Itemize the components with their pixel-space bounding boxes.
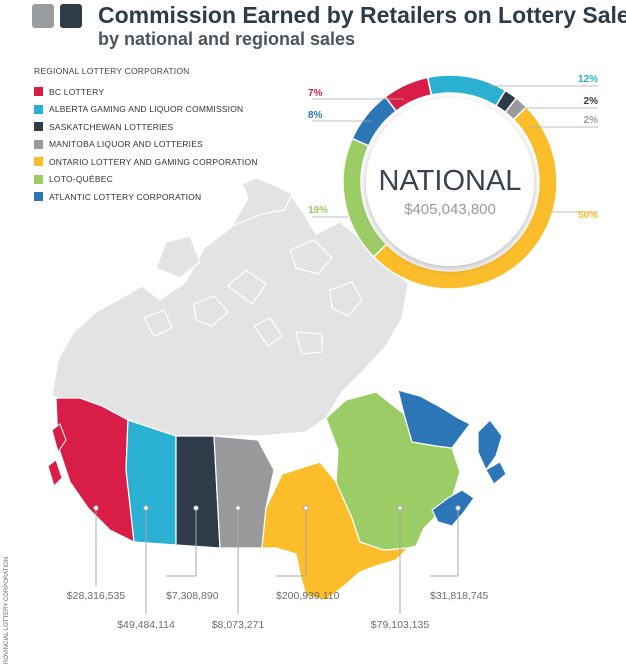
leader-dot-bc-lottery [93, 505, 99, 511]
value-labels: $28,316,535 $49,484,114 $7,308,890 $8,073,2… [67, 590, 489, 631]
province-saskatchewan-lotteries [175, 435, 221, 549]
legend-item-alberta-gaming-and-liquor-commission: ALBERTA GAMING AND LIQUOR COMMISSION [34, 101, 258, 119]
value-label-saskatchewan-lotteries: $7,308,890 [166, 590, 219, 602]
national-donut: NATIONAL $405,043,800 7% 12% 2% 2% 50% 19% 8% [308, 74, 599, 290]
legend: REGIONAL LOTTERY CORPORATION BC LOTTERY A… [34, 66, 258, 206]
pct-label-atlantic-lottery-corporation: 8% [308, 110, 323, 121]
coastal-island [51, 423, 67, 454]
arctic-island [227, 269, 267, 305]
legend-label: SASKATCHEWAN LOTTERIES [49, 121, 174, 132]
arctic-island [143, 309, 173, 337]
legend-item-atlantic-lottery-corporation: ATLANTIC LOTTERY CORPORATION [34, 188, 258, 206]
leader-dot-loto-quebec [397, 505, 403, 511]
legend-label: BC LOTTERY [49, 86, 105, 97]
value-label-manitoba-liquor-and-lotteries: $8,073,271 [212, 619, 265, 631]
legend-label: ATLANTIC LOTTERY CORPORATION [49, 191, 202, 202]
canada-map [47, 177, 507, 601]
legend-label: MANITOBA LIQUOR AND LOTTERIES [49, 139, 203, 150]
coastal-island [47, 459, 63, 487]
arctic-island [329, 281, 363, 317]
legend-label: ONTARIO LOTTERY AND GAMING CORPORATION [49, 156, 258, 167]
pct-label-bc-lottery: 7% [308, 88, 323, 99]
legend-label: ALBERTA GAMING AND LIQUOR COMMISSION [49, 104, 244, 115]
donut-slice-atlantic-lottery-corporation [351, 95, 398, 147]
arctic-island [289, 239, 333, 275]
leader-dot-ontario-lottery-and-gaming-corporation [303, 505, 309, 511]
legend-items: BC LOTTERY ALBERTA GAMING AND LIQUOR COMM… [34, 83, 258, 206]
arctic-island [253, 317, 283, 347]
title-square-dark [60, 4, 82, 28]
title-squares [32, 4, 82, 28]
arctic-island [230, 177, 293, 228]
pct-label-manitoba-liquor-and-lotteries: 2% [584, 115, 599, 126]
value-leaders [93, 505, 461, 614]
pct-label-alberta-gaming-and-liquor-commission: 12% [578, 74, 598, 85]
legend-label: LOTO-QUÉBEC [49, 174, 113, 185]
donut-center-value: $405,043,800 [404, 201, 496, 218]
value-label-loto-quebec: $79,103,135 [371, 619, 430, 631]
legend-swatch [34, 87, 43, 97]
legend-swatch [34, 139, 43, 149]
arctic-island [295, 331, 323, 355]
leader-dot-manitoba-liquor-and-lotteries [235, 505, 241, 511]
legend-swatch [34, 174, 43, 184]
legend-item-ontario-lottery-and-gaming-corporation: ONTARIO LOTTERY AND GAMING CORPORATION [34, 153, 258, 171]
legend-swatch [34, 192, 43, 202]
legend-swatch [34, 122, 43, 132]
value-label-ontario-lottery-and-gaming-corporation: $200,939,110 [276, 590, 340, 602]
pct-label-saskatchewan-lotteries: 2% [584, 96, 599, 107]
leader-dot-saskatchewan-lotteries [193, 505, 199, 511]
chart-subtitle: by national and regional sales [98, 29, 356, 49]
title-square-light [32, 4, 54, 28]
side-credit: ROVINCIAL LOTTERY CORPORATION [4, 556, 10, 664]
leader-dot-atlantic-lottery-corporation [455, 505, 461, 511]
legend-item-loto-quebec: LOTO-QUÉBEC [34, 171, 258, 189]
province-alberta-gaming-and-liquor-commission [125, 419, 177, 546]
donut-center-label: NATIONAL [379, 165, 522, 197]
value-label-bc-lottery: $28,316,535 [67, 590, 126, 602]
leader-dot-alberta-gaming-and-liquor-commission [143, 505, 149, 511]
chart-title: Commission Earned by Retailers on Lotter… [98, 2, 626, 28]
arctic-island [193, 295, 229, 327]
value-label-alberta-gaming-and-liquor-commission: $49,484,114 [117, 619, 175, 631]
legend-item-manitoba-liquor-and-lotteries: MANITOBA LIQUOR AND LOTTERIES [34, 136, 258, 154]
chart-canvas: $28,316,535 $49,484,114 $7,308,890 $8,073,2… [47, 74, 599, 631]
legend-title: REGIONAL LOTTERY CORPORATION [34, 66, 190, 76]
legend-swatch [34, 104, 43, 114]
legend-item-bc-lottery: BC LOTTERY [34, 83, 258, 101]
pct-label-ontario-lottery-and-gaming-corporation: 50% [578, 210, 598, 221]
legend-swatch [34, 157, 43, 167]
coastal-island [485, 461, 507, 485]
province-atlantic-lottery-corporation [397, 389, 503, 527]
arctic-island [155, 235, 201, 279]
donut-center-disc [366, 98, 534, 266]
province-bc-lottery [55, 397, 135, 544]
pct-label-loto-quebec: 19% [308, 205, 328, 216]
value-label-atlantic-lottery-corporation: $31,818,745 [430, 590, 489, 602]
legend-item-saskatchewan-lotteries: SASKATCHEWAN LOTTERIES [34, 118, 258, 136]
